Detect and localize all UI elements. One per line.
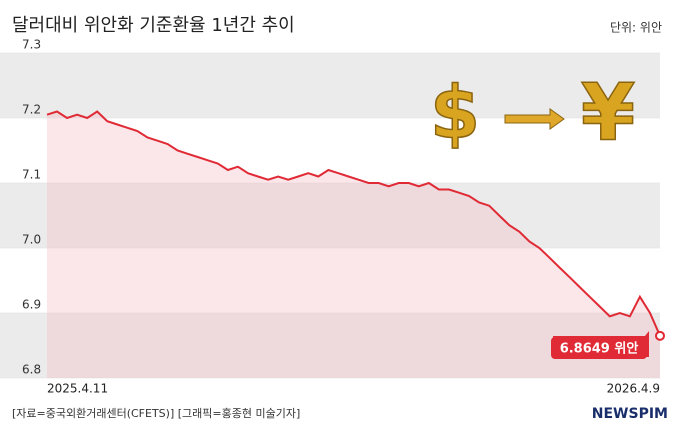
exchange-arrow bbox=[504, 108, 565, 130]
logo: NEWSPIM bbox=[592, 406, 668, 422]
x-tick-label: 2026.4.9 bbox=[607, 382, 660, 396]
y-tick-label: 6.9 bbox=[22, 298, 41, 312]
yuan-icon: ¥ bbox=[581, 68, 635, 158]
band bbox=[0, 313, 660, 378]
y-tick-label: 7.1 bbox=[22, 168, 41, 182]
end-point bbox=[655, 330, 665, 341]
background bbox=[0, 52, 660, 379]
area bbox=[47, 111, 660, 378]
unit-label: 단위: 위안 bbox=[610, 21, 662, 35]
band bbox=[0, 53, 660, 118]
y-tick-label: 7.3 bbox=[22, 38, 41, 52]
band bbox=[0, 183, 660, 248]
y-tick-label: 7.0 bbox=[22, 233, 41, 247]
y-tick-label: 6.8 bbox=[22, 363, 41, 377]
chart-title: 달러대비 위안화 기준환율 1년간 추이 bbox=[12, 15, 295, 36]
y-tick-label: 7.2 bbox=[22, 103, 41, 117]
line bbox=[46, 110, 661, 337]
x-tick-label: 2025.4.11 bbox=[47, 382, 108, 396]
value-label: 6.8649 위안 bbox=[560, 341, 639, 357]
dollar-icon: $ bbox=[430, 71, 480, 155]
label-box bbox=[551, 337, 647, 359]
source: [자료=중국외환거래센터(CFETS)] [그래픽=홍종현 미술기자] bbox=[12, 406, 300, 420]
